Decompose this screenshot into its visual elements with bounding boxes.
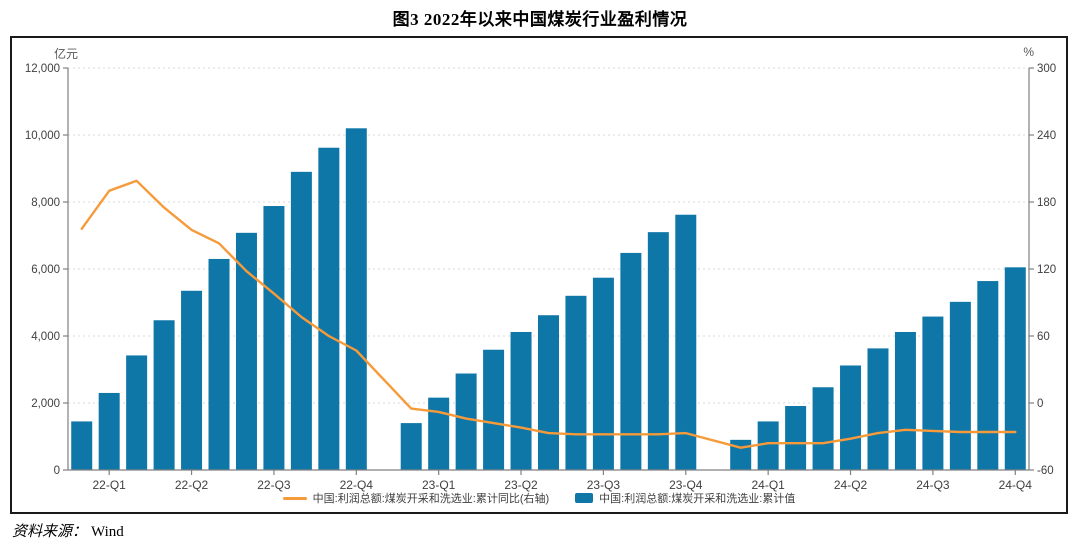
x-axis-tick-label: 22-Q2 (175, 478, 209, 492)
x-axis-tick-label: 23-Q1 (422, 478, 456, 492)
bar (400, 423, 422, 470)
bar (181, 290, 203, 470)
x-axis-tick-label: 24-Q2 (834, 478, 868, 492)
bar (922, 316, 944, 470)
bar (428, 397, 450, 470)
bar (977, 281, 999, 470)
left-axis-tick-label: 0 (54, 465, 60, 477)
bar (538, 315, 559, 470)
left-axis-tick-label: 4,000 (31, 331, 60, 343)
bar (126, 355, 148, 470)
x-axis-tick-label: 24-Q1 (751, 478, 785, 492)
bar (894, 331, 916, 470)
right-axis-tick-label: 300 (1037, 63, 1056, 75)
yoy-trend-line (80, 179, 1017, 449)
bar (263, 206, 285, 470)
bar (675, 214, 697, 470)
x-axis-tick-label: 23-Q3 (587, 478, 621, 492)
bar (1004, 267, 1026, 470)
bar (812, 387, 834, 470)
bar-series-swatch-icon (575, 493, 594, 503)
chart-legend: 中国:利润总额:煤炭开采和洗选业:累计同比(右轴) 中国:利润总额:煤炭开采和洗… (12, 490, 1066, 506)
bar (592, 277, 614, 470)
legend-bar-label: 中国:利润总额:煤炭开采和洗选业:累计值 (599, 493, 796, 505)
bar (71, 421, 93, 470)
bar (235, 232, 257, 470)
chart-title: 图3 2022年以来中国煤炭行业盈利情况 (392, 10, 688, 29)
x-axis-tick-label: 24-Q4 (999, 478, 1033, 492)
bar (757, 421, 779, 470)
bar (98, 392, 120, 470)
data-source-note: 资料来源： Wind (12, 520, 124, 541)
source-name: Wind (91, 524, 124, 540)
right-axis-tick-label: 0 (1037, 398, 1043, 410)
bar (565, 295, 587, 470)
bar (840, 365, 862, 470)
left-axis-tick-label: 12,000 (25, 63, 60, 75)
bar (647, 232, 669, 470)
line-series-swatch-icon (282, 496, 307, 500)
legend-item-yoy-line: 中国:利润总额:煤炭开采和洗选业:累计同比(右轴) (282, 490, 550, 506)
bar (510, 331, 532, 470)
bar (318, 147, 340, 470)
x-axis-tick-label: 23-Q2 (504, 478, 538, 492)
left-axis-tick-label: 8,000 (31, 197, 60, 209)
bar (620, 252, 642, 470)
x-axis-tick-label: 22-Q4 (340, 478, 374, 492)
right-axis-tick-label: -60 (1037, 465, 1054, 477)
x-axis-tick-label: 24-Q3 (916, 478, 950, 492)
x-axis-tick-label: 23-Q4 (669, 478, 703, 492)
left-axis-tick-label: 2,000 (31, 398, 60, 410)
right-axis-tick-label: 240 (1037, 130, 1056, 142)
bar (345, 128, 367, 471)
bar (949, 301, 971, 470)
bar (483, 349, 505, 470)
legend-line-label: 中国:利润总额:煤炭开采和洗选业:累计同比(右轴) (312, 493, 550, 505)
right-axis-tick-label: 180 (1037, 197, 1056, 209)
bar (208, 258, 230, 470)
right-axis-unit-label: % (1023, 45, 1034, 59)
right-axis-tick-label: 60 (1037, 331, 1050, 343)
right-axis-tick-label: 120 (1037, 264, 1056, 276)
x-axis-tick-label: 22-Q1 (93, 478, 127, 492)
bar (867, 348, 889, 470)
bar (785, 406, 807, 470)
left-axis-tick-label: 10,000 (25, 130, 60, 142)
left-axis-tick-label: 6,000 (31, 264, 60, 276)
profit-chart: 0 2,000 4,000 6,000 8,000 10,000 12,000 -60 0 60 1… (25, 63, 1056, 492)
bar (290, 171, 312, 470)
bar (455, 373, 477, 470)
bar (153, 320, 175, 470)
source-label: 资料来源： (12, 524, 88, 540)
left-axis-unit-label: 亿元 (54, 47, 79, 61)
legend-item-cumulative-bar: 中国:利润总额:煤炭开采和洗选业:累计值 (575, 490, 795, 506)
chart-frame: 亿元 % 0 2,000 4,000 6,000 8,000 10,000 12,000 -6… (10, 36, 1068, 514)
x-axis-tick-label: 22-Q3 (257, 478, 291, 492)
bar (730, 439, 752, 470)
